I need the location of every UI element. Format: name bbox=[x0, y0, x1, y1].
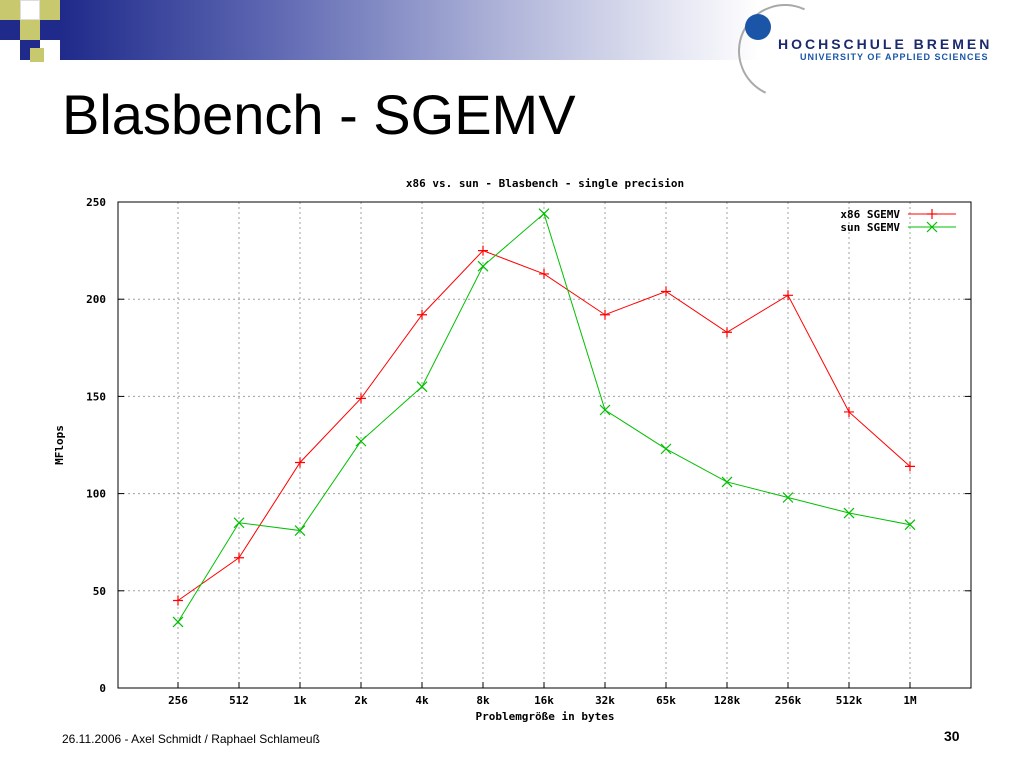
data-point bbox=[478, 245, 488, 256]
grid-lines bbox=[118, 202, 971, 688]
data-point bbox=[905, 461, 915, 472]
data-point bbox=[844, 406, 854, 417]
legend-label: x86 SGEMV bbox=[840, 208, 900, 221]
data-point bbox=[600, 309, 610, 320]
x-tick-label: 16k bbox=[534, 694, 554, 707]
data-point bbox=[295, 457, 305, 468]
x-tick-label: 512 bbox=[229, 694, 249, 707]
x-tick-label: 4k bbox=[415, 694, 429, 707]
y-tick-label: 150 bbox=[86, 390, 106, 403]
y-axis-label: MFlops bbox=[53, 425, 66, 465]
x-tick-label: 2k bbox=[354, 694, 368, 707]
line-chart: x86 vs. sun - Blasbench - single precisi… bbox=[53, 177, 972, 723]
series-x86 bbox=[173, 245, 915, 606]
header-square-8 bbox=[30, 48, 44, 62]
legend-label: sun SGEMV bbox=[840, 221, 900, 234]
university-logo: HOCHSCHULE BREMEN UNIVERSITY OF APPLIED … bbox=[724, 0, 1024, 112]
data-point bbox=[783, 290, 793, 301]
logo-subtitle: UNIVERSITY OF APPLIED SCIENCES bbox=[800, 52, 989, 62]
chart-title: x86 vs. sun - Blasbench - single precisi… bbox=[406, 177, 684, 190]
data-point bbox=[173, 595, 183, 606]
x-tick-label: 8k bbox=[476, 694, 490, 707]
data-point bbox=[233, 517, 245, 529]
x-axis-label: Problemgröße in bytes bbox=[475, 710, 614, 723]
header-gradient-bar bbox=[0, 0, 760, 60]
data-point bbox=[356, 393, 366, 404]
data-point bbox=[416, 381, 428, 393]
x-tick-label: 128k bbox=[714, 694, 741, 707]
y-tick-label: 50 bbox=[93, 585, 106, 598]
header-square-1 bbox=[0, 0, 20, 20]
series-layer bbox=[172, 208, 916, 628]
y-axis-ticks: 0 50 100 150 200 250 bbox=[86, 196, 971, 695]
x-tick-label: 512k bbox=[836, 694, 863, 707]
data-point bbox=[477, 260, 489, 272]
x-tick-label: 32k bbox=[595, 694, 615, 707]
data-point bbox=[539, 268, 549, 279]
y-tick-label: 250 bbox=[86, 196, 106, 209]
slide-title: Blasbench - SGEMV bbox=[62, 83, 576, 146]
header-square-2 bbox=[20, 0, 40, 20]
x-axis-ticks: 256 512 1k 2k 4k 8k 16k 32k 65k 128k 256k 512k 1M bbox=[168, 682, 917, 707]
logo-name: HOCHSCHULE BREMEN bbox=[778, 36, 993, 52]
x-tick-label: 256k bbox=[775, 694, 802, 707]
data-point bbox=[722, 327, 732, 338]
data-point bbox=[843, 507, 855, 519]
footer-text: 26.11.2006 - Axel Schmidt / Raphael Schl… bbox=[62, 732, 320, 746]
data-point bbox=[782, 492, 794, 503]
header-square-4 bbox=[0, 20, 20, 40]
data-point bbox=[355, 435, 367, 447]
logo-circle bbox=[745, 14, 771, 40]
data-point bbox=[660, 443, 672, 455]
data-point bbox=[661, 286, 671, 297]
data-point bbox=[904, 519, 916, 531]
page-number: 30 bbox=[944, 728, 960, 744]
data-point bbox=[234, 552, 244, 563]
series-sun bbox=[172, 208, 916, 628]
x-tick-label: 65k bbox=[656, 694, 676, 707]
y-tick-label: 100 bbox=[86, 488, 106, 501]
legend-marker bbox=[927, 209, 937, 219]
y-tick-label: 0 bbox=[99, 682, 106, 695]
x-tick-label: 1k bbox=[293, 694, 307, 707]
data-point bbox=[599, 404, 611, 416]
legend-marker bbox=[926, 221, 938, 233]
data-point bbox=[294, 525, 306, 536]
x-tick-label: 1M bbox=[903, 694, 917, 707]
header-square-3 bbox=[40, 0, 60, 20]
y-tick-label: 200 bbox=[86, 293, 106, 306]
data-point bbox=[172, 616, 184, 628]
header-square-6 bbox=[40, 20, 60, 40]
header-square-5 bbox=[20, 20, 40, 40]
x-tick-label: 256 bbox=[168, 694, 188, 707]
data-point bbox=[417, 309, 427, 320]
data-point bbox=[538, 208, 550, 220]
data-point bbox=[721, 476, 733, 488]
